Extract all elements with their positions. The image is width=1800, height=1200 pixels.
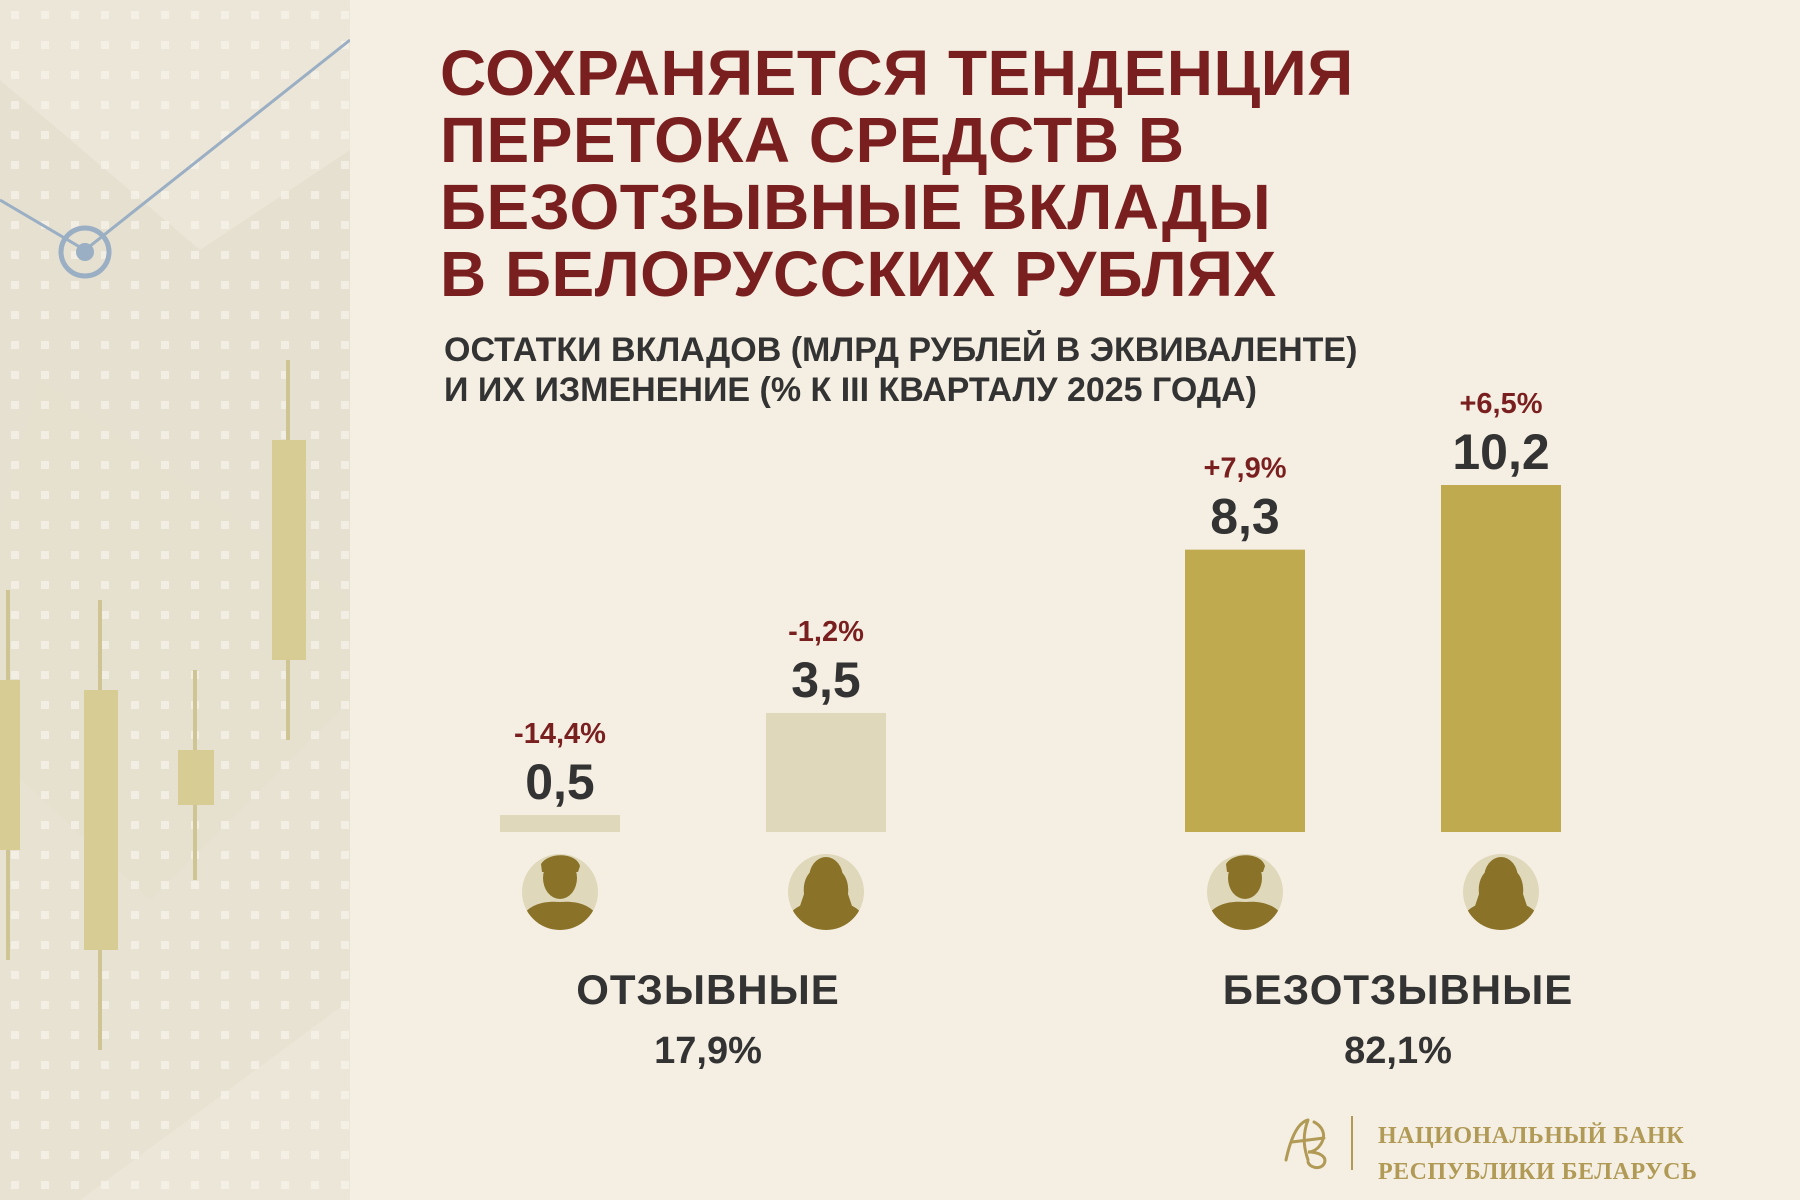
woman-icon: [788, 854, 864, 930]
value-label: 3,5: [791, 652, 861, 708]
man-icon: [1207, 854, 1283, 930]
man-icon: [522, 854, 598, 930]
decorative-panel: [0, 0, 350, 1200]
value-label: 8,3: [1210, 489, 1280, 545]
group-share-revocable: 17,9%: [654, 1030, 762, 1072]
footer-bank-name: НАЦИОНАЛЬНЫЙ БАНК РЕСПУБЛИКИ БЕЛАРУСЬ: [1378, 1118, 1697, 1190]
group-share-irrevocable: 82,1%: [1344, 1030, 1452, 1072]
value-label: 10,2: [1452, 424, 1549, 480]
bar: [766, 712, 886, 832]
change-label: -14,4%: [514, 718, 606, 750]
change-label: +6,5%: [1459, 388, 1542, 420]
title-line: ПЕРЕТОКА СРЕДСТВ В: [440, 104, 1185, 176]
chart-node-icon: [58, 225, 112, 279]
subtitle-line: ОСТАТКИ ВКЛАДОВ (МЛРД РУБЛЕЙ В ЭКВИВАЛЕН…: [444, 331, 1358, 369]
change-label: +7,9%: [1203, 453, 1286, 485]
nbrb-monogram-icon: [1284, 1116, 1353, 1170]
bar: [1185, 549, 1305, 832]
title-line: СОХРАНЯЕТСЯ ТЕНДЕНЦИЯ: [440, 37, 1354, 109]
footer-line: РЕСПУБЛИКИ БЕЛАРУСЬ: [1378, 1159, 1698, 1185]
group-label-revocable: ОТЗЫВНЫЕ: [576, 966, 840, 1013]
group-label-irrevocable: БЕЗОТЗЫВНЫЕ: [1222, 966, 1574, 1013]
subtitle-line: И ИХ ИЗМЕНЕНИЕ (% К III КВАРТАЛУ 2025 ГО…: [444, 371, 1257, 409]
decorative-pattern: [0, 0, 350, 1200]
page-title: СОХРАНЯЕТСЯ ТЕНДЕНЦИЯ ПЕРЕТОКА СРЕДСТВ В…: [440, 40, 1740, 308]
bar: [1441, 485, 1561, 832]
value-label: 0,5: [525, 754, 595, 810]
title-line: БЕЗОТЗЫВНЫЕ ВКЛАДЫ: [440, 171, 1272, 243]
title-line: В БЕЛОРУССКИХ РУБЛЯХ: [440, 238, 1277, 310]
footer-line: НАЦИОНАЛЬНЫЙ БАНК: [1378, 1123, 1685, 1149]
chart-subtitle: ОСТАТКИ ВКЛАДОВ (МЛРД РУБЛЕЙ В ЭКВИВАЛЕН…: [444, 330, 1744, 410]
bar: [500, 814, 620, 832]
change-label: -1,2%: [788, 616, 864, 648]
woman-icon: [1463, 854, 1539, 930]
